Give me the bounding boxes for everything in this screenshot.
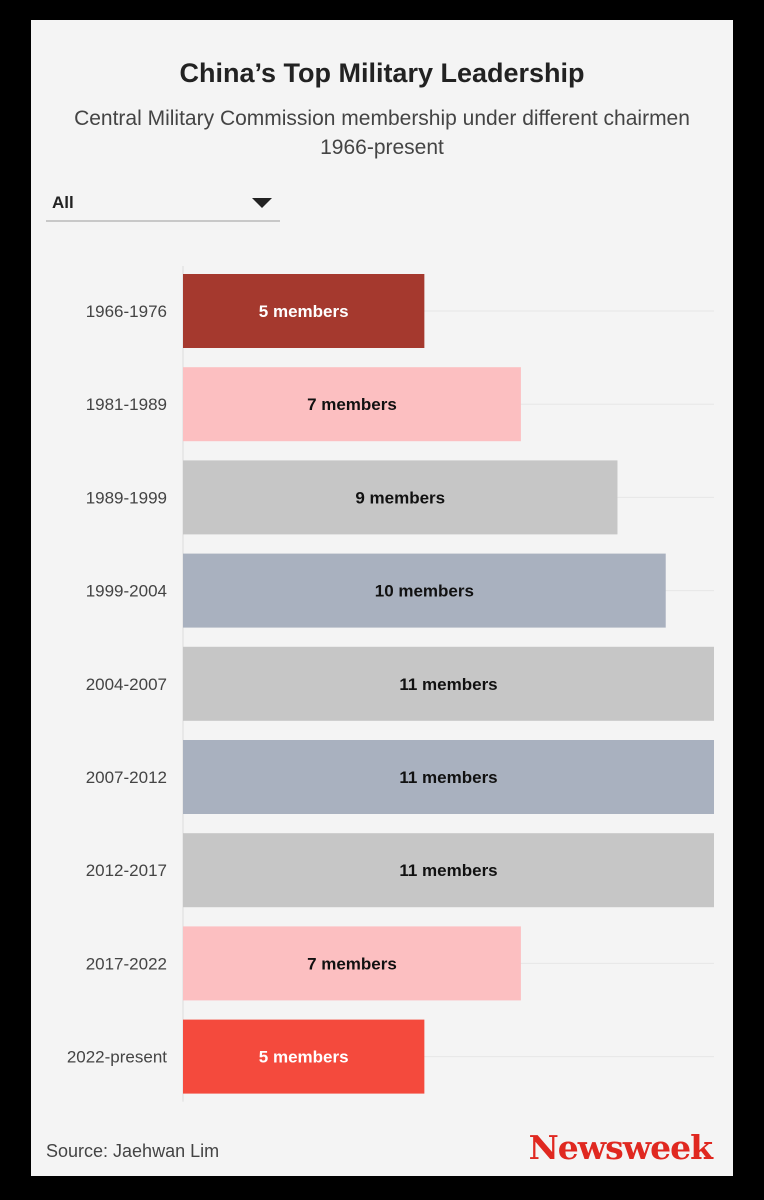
category-label: 2022-present: [67, 1048, 167, 1067]
newsweek-logo: Newsweek: [528, 1128, 713, 1167]
bar: [183, 646, 714, 721]
chart-subtitle: Central Military Commission membership u…: [74, 107, 690, 159]
bar: [183, 553, 666, 628]
bar: [183, 460, 618, 535]
category-label: 1999-2004: [86, 582, 167, 601]
bar-value-label: 11 members: [399, 675, 497, 694]
category-label: 2012-2017: [86, 861, 167, 880]
category-label: 2004-2007: [86, 675, 167, 694]
source-note: Source: Jaehwan Lim: [46, 1141, 220, 1161]
chart-title: China’s Top Military Leadership: [179, 58, 585, 88]
bar: [183, 740, 714, 814]
category-label: 1981-1989: [86, 395, 167, 414]
category-label: 2007-2012: [86, 768, 167, 787]
bar: [183, 367, 521, 442]
bar-value-label: 9 members: [355, 488, 445, 507]
bar-value-label: 10 members: [375, 582, 474, 601]
category-label: 2017-2022: [86, 954, 167, 973]
bar-value-label: 7 members: [307, 954, 397, 973]
bar-value-label: 7 members: [307, 395, 397, 414]
bar: [183, 274, 425, 348]
filter-dropdown[interactable]: All: [46, 188, 280, 222]
category-label: 1966-1976: [86, 302, 167, 321]
bar: [183, 926, 521, 1001]
caret-down-icon: [252, 198, 272, 208]
category-label: 1989-1999: [86, 488, 167, 507]
bar-value-label: 11 members: [399, 861, 497, 880]
filter-selected-value: All: [52, 193, 74, 212]
bar-value-label: 5 members: [259, 302, 349, 321]
bar-value-label: 5 members: [259, 1048, 349, 1067]
bar: [183, 1019, 425, 1094]
bar-value-label: 11 members: [399, 768, 497, 787]
bar: [183, 833, 714, 908]
